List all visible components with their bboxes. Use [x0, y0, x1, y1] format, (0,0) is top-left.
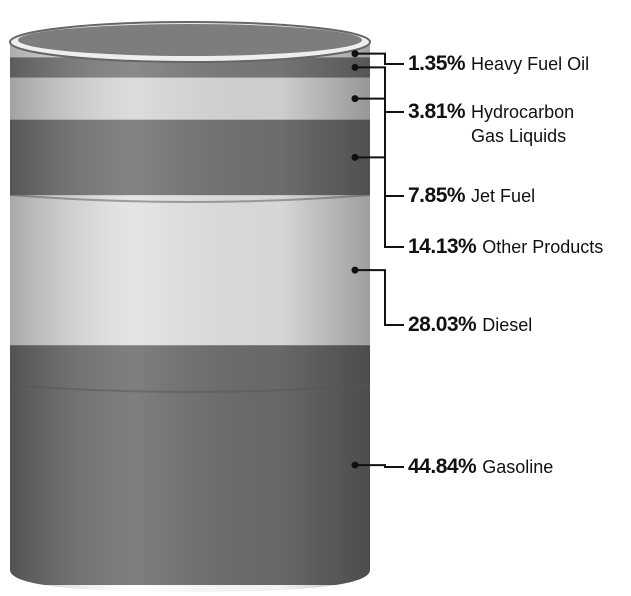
barrel-ridge — [9, 194, 371, 203]
leader-line — [355, 66, 404, 113]
barrel-shading — [10, 42, 370, 592]
segment-label: 7.85% Jet Fuel — [408, 184, 535, 208]
category-label: Heavy Fuel Oil — [471, 54, 590, 74]
leader-line — [355, 52, 404, 65]
value-label: 7.85% — [408, 184, 466, 207]
leader-line — [355, 464, 404, 468]
value-label: 28.03% — [408, 313, 477, 336]
barrel-lid — [18, 24, 362, 56]
segment-label: 3.81% Hydrocarbon Gas Liquids — [408, 100, 611, 148]
segment-label: 28.03% Diesel — [408, 313, 532, 337]
category-label: Other Products — [482, 237, 604, 257]
category-label: Diesel — [482, 315, 533, 335]
value-label: 44.84% — [408, 455, 477, 478]
leader-line — [355, 97, 404, 197]
value-label: 1.35% — [408, 52, 466, 75]
segment-label: 44.84% Gasoline — [408, 455, 553, 479]
segment-label: 14.13% Other Products — [408, 235, 603, 259]
value-label: 14.13% — [408, 235, 477, 258]
leader-line — [355, 269, 404, 326]
value-label: 3.81% — [408, 100, 466, 123]
leader-line — [355, 156, 404, 248]
category-label: Gasoline — [482, 457, 554, 477]
category-label: Hydrocarbon Gas Liquids — [471, 102, 575, 146]
barrel-ridge — [9, 384, 371, 393]
segment-label: 1.35% Heavy Fuel Oil — [408, 52, 589, 76]
category-label: Jet Fuel — [471, 186, 536, 206]
